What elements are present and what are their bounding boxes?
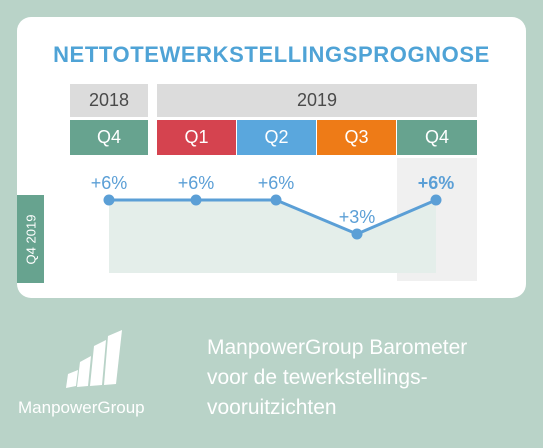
data-point — [270, 194, 282, 206]
side-tab — [17, 195, 44, 283]
year-2018-header: 2018 — [70, 84, 148, 117]
quarter-q3-2019: Q3 — [317, 120, 396, 155]
series-area — [109, 200, 436, 273]
footer-line: ManpowerGroup Barometer — [207, 336, 468, 359]
data-point — [430, 194, 442, 206]
data-point — [351, 228, 363, 240]
logo-wordmark: ManpowerGroup — [18, 398, 145, 417]
side-label: Q4 2019 — [23, 214, 38, 264]
quarter-q4-2019: Q4 — [397, 120, 477, 155]
data-point — [190, 194, 202, 206]
footer-caption: ManpowerGroup Barometer voor de tewerkst… — [207, 333, 527, 423]
year-2019-header: 2019 — [157, 84, 477, 117]
data-label: +6% — [91, 173, 128, 193]
footer-line: voor de tewerkstellings- — [207, 366, 428, 389]
quarter-q1-2019: Q1 — [157, 120, 236, 155]
data-point — [103, 194, 115, 206]
manpowergroup-logo-icon — [66, 330, 122, 388]
footer-line: vooruitzichten — [207, 396, 337, 419]
quarter-q2-2019: Q2 — [237, 120, 316, 155]
data-label: +6% — [178, 173, 215, 193]
data-label: +6% — [418, 173, 455, 193]
data-label: +6% — [258, 173, 295, 193]
quarter-q4-2018: Q4 — [70, 120, 148, 155]
chart-title: NETTOTEWERKSTELLINGSPROGNOSE — [53, 42, 490, 67]
data-label: +3% — [339, 207, 376, 227]
